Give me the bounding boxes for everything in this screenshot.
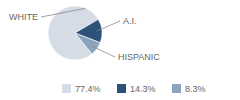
pie-slice (75, 33, 100, 54)
leader-line (41, 8, 86, 17)
slice-label: HISPANIC (118, 52, 160, 62)
chart: WHITE A.I. HISPANIC 77.4% 14.3% 8.3% (0, 0, 240, 100)
leader-line (92, 46, 115, 57)
legend-swatch (117, 84, 126, 93)
slice-label: A.I. (123, 16, 137, 26)
legend-swatch (172, 84, 181, 93)
leader-line (97, 21, 120, 31)
legend-label: 14.3% (130, 84, 156, 94)
legend: 77.4% 14.3% 8.3% (62, 84, 206, 94)
legend-label: 8.3% (185, 84, 206, 94)
slice-label: WHITE (9, 12, 38, 22)
legend-swatch (62, 84, 71, 93)
legend-label: 77.4% (75, 84, 101, 94)
